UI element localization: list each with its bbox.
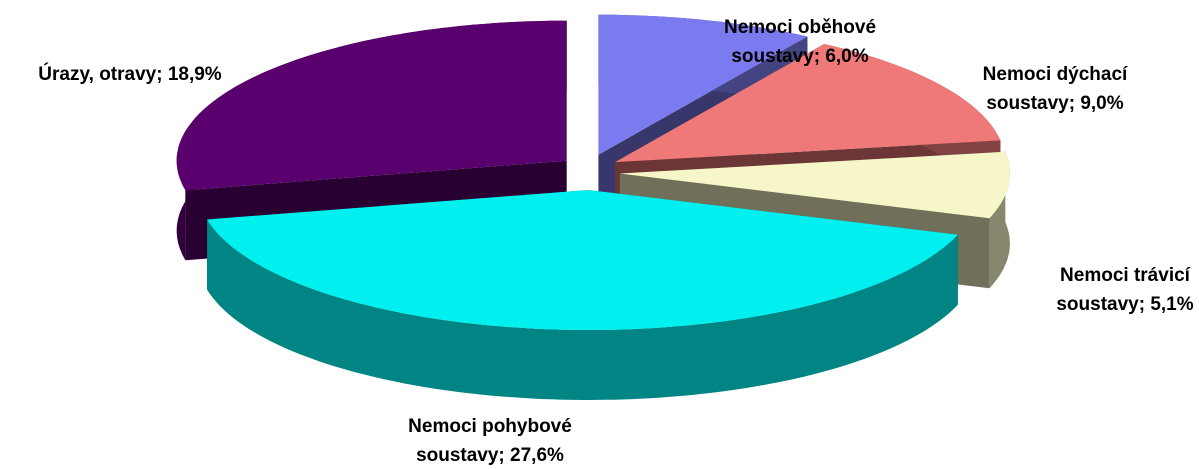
data-label: soustavy; 5,1% bbox=[1056, 294, 1193, 315]
data-label: soustavy; 27,6% bbox=[416, 445, 564, 466]
slice-wall bbox=[207, 219, 958, 400]
slice bbox=[176, 20, 567, 191]
slice bbox=[619, 151, 1010, 219]
data-label: Nemoci dýchací bbox=[983, 64, 1128, 85]
slice-wall bbox=[989, 151, 1010, 289]
slice bbox=[598, 14, 808, 155]
data-label: Nemoci pohybové bbox=[408, 416, 572, 437]
data-label: Nemoci trávicí bbox=[1060, 265, 1191, 286]
data-label: Nemoci oběhové bbox=[724, 17, 876, 38]
slice bbox=[615, 44, 1001, 163]
data-label: soustavy; 9,0% bbox=[986, 93, 1123, 114]
data-label: Úrazy, otravy; 18,9% bbox=[38, 63, 222, 85]
slice bbox=[207, 190, 958, 330]
data-label: soustavy; 6,0% bbox=[731, 46, 868, 67]
